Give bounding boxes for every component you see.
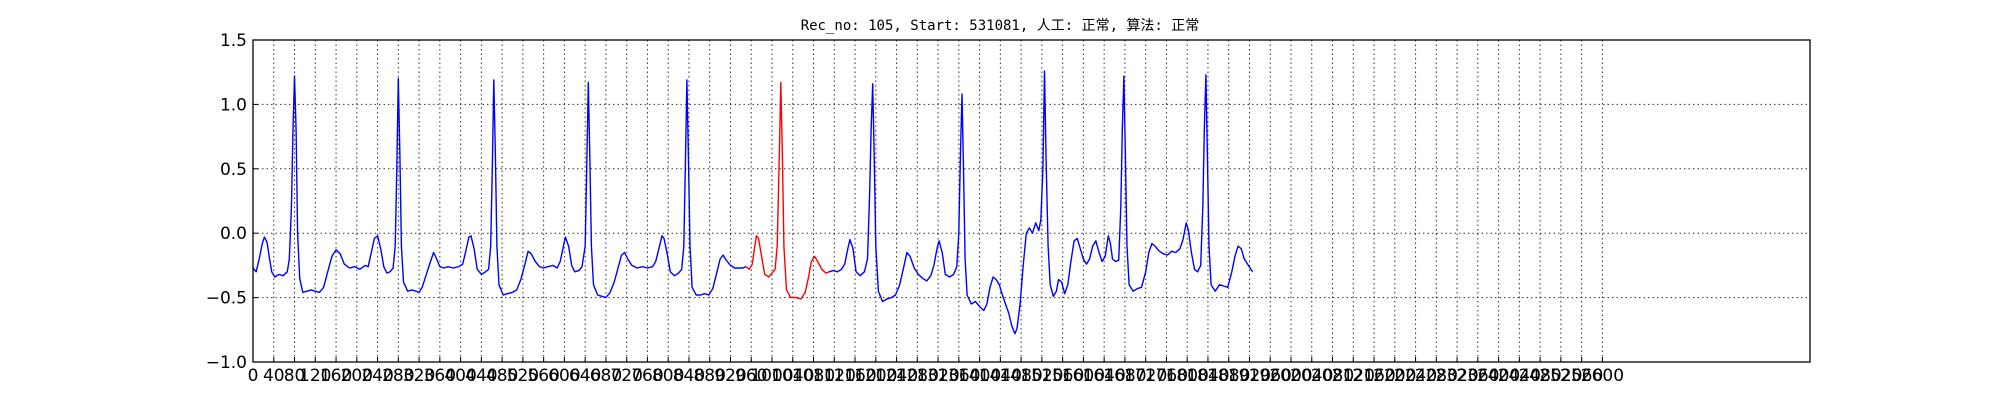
y-tick-label: 0.0 (220, 224, 247, 244)
x-tick-label: 1760 (1145, 366, 1188, 386)
x-tick-label: 1120 (813, 366, 856, 386)
x-tick-label: 2240 (1394, 366, 1437, 386)
x-tick-label: 1480 (999, 366, 1042, 386)
x-tick-label: 1440 (979, 366, 1022, 386)
x-tick-label: 2120 (1332, 366, 1375, 386)
x-tick-label: 640 (569, 366, 601, 386)
x-tick-label: 2200 (1373, 366, 1416, 386)
plot-frame (252, 39, 1811, 363)
x-tick-label: 80 (284, 366, 306, 386)
x-tick-label: 1080 (792, 366, 835, 386)
x-tick-label: 1520 (1020, 366, 1063, 386)
y-axis: −1.0 −0.5 0.0 0.5 1.0 1.5 (206, 31, 258, 373)
x-tick-label: 1000 (750, 366, 793, 386)
x-tick-label: 1880 (1207, 366, 1250, 386)
y-tick-label: −1.0 (206, 353, 247, 373)
x-tick-label: 280 (382, 366, 414, 386)
x-tick-label: 1280 (896, 366, 939, 386)
x-tick-label: 2400 (1477, 366, 1520, 386)
x-tick-label: 480 (486, 366, 518, 386)
x-tick-label: 560 (527, 366, 559, 386)
x-tick-label: 360 (424, 366, 456, 386)
x-tick-label: 880 (693, 366, 725, 386)
x-axis: 0 40 8012016020024028032036040044048052056… (248, 357, 1624, 386)
x-tick-label: 2560 (1560, 366, 1603, 386)
x-tick-label: 1840 (1186, 366, 1229, 386)
x-tick-label: 1360 (937, 366, 980, 386)
x-tick-label: 160 (320, 366, 352, 386)
x-tick-label: 1040 (771, 366, 814, 386)
x-tick-label: 1800 (1166, 366, 1209, 386)
ecg-series-line-0 (252, 75, 747, 299)
chart-title: Rec_no: 105, Start: 531081, 人工: 正常, 算法: … (801, 18, 1200, 34)
x-tick-label: 2520 (1539, 366, 1582, 386)
x-tick-label: 2080 (1311, 366, 1354, 386)
y-tick-label: 1.0 (220, 95, 247, 115)
x-tick-label: 680 (590, 366, 622, 386)
x-tick-label: 720 (610, 366, 642, 386)
ecg-series-line-1 (745, 81, 830, 300)
x-tick-label: 800 (652, 366, 684, 386)
x-tick-label: 960 (735, 366, 767, 386)
x-tick-label: 2320 (1435, 366, 1478, 386)
x-tick-label: 1600 (1062, 366, 1105, 386)
y-tick-label: −0.5 (206, 289, 247, 309)
x-tick-label: 2160 (1352, 366, 1395, 386)
x-tick-label: 920 (714, 366, 746, 386)
x-tick-label: 1640 (1083, 366, 1126, 386)
x-tick-label: 2600 (1581, 366, 1624, 386)
y-tick-label: 1.5 (220, 31, 247, 51)
x-tick-label: 760 (631, 366, 663, 386)
x-tick-label: 0 (248, 366, 259, 386)
x-tick-label: 240 (361, 366, 393, 386)
x-tick-label: 2360 (1456, 366, 1499, 386)
x-tick-label: 1400 (958, 366, 1001, 386)
y-tick-label: 0.5 (220, 160, 247, 180)
x-tick-label: 1960 (1249, 366, 1292, 386)
ecg-series-line-2 (828, 70, 1254, 335)
x-tick-label: 1920 (1228, 366, 1271, 386)
x-tick-label: 600 (548, 366, 580, 386)
x-tick-label: 2280 (1415, 366, 1458, 386)
x-tick-label: 1320 (916, 366, 959, 386)
x-tick-label: 440 (465, 366, 497, 386)
x-tick-label: 200 (341, 366, 373, 386)
x-tick-label: 2040 (1290, 366, 1333, 386)
x-tick-label: 1560 (1041, 366, 1084, 386)
x-tick-label: 320 (403, 366, 435, 386)
x-tick-label: 2480 (1518, 366, 1561, 386)
x-tick-label: 1720 (1124, 366, 1167, 386)
x-tick-label: 400 (444, 366, 476, 386)
x-tick-label: 1240 (875, 366, 918, 386)
grid-layer (253, 40, 1810, 362)
x-tick-label: 2440 (1498, 366, 1541, 386)
x-tick-label: 1200 (854, 366, 897, 386)
x-tick-label: 1160 (833, 366, 876, 386)
x-tick-label: 520 (507, 366, 539, 386)
x-tick-label: 1680 (1103, 366, 1146, 386)
x-tick-label: 2000 (1269, 366, 1312, 386)
x-tick-label: 840 (673, 366, 705, 386)
x-tick-label: 40 (263, 366, 285, 386)
series-layer (252, 70, 1254, 335)
x-tick-label: 120 (299, 366, 331, 386)
